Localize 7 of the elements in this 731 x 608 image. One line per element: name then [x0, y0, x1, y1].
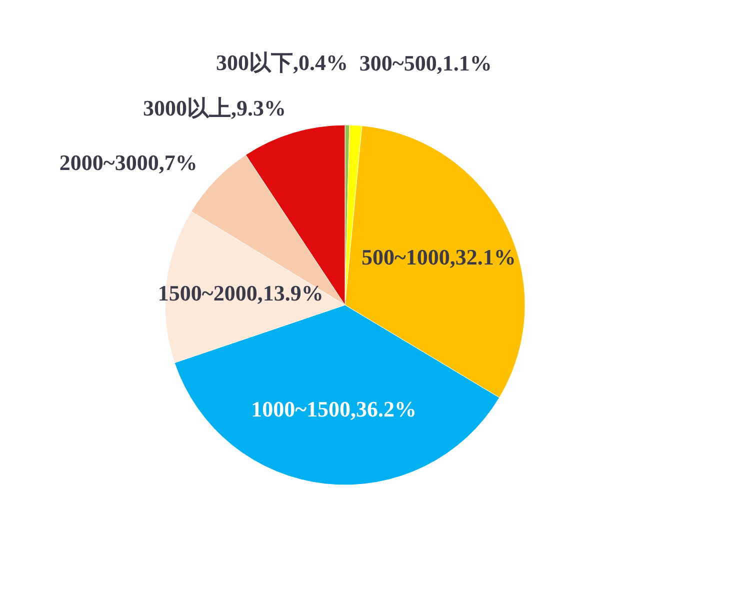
slice-label: 300以下,0.4% [216, 50, 348, 76]
slice-label: 1000~1500,36.2% [251, 396, 417, 422]
slice-label: 1500~2000,13.9% [158, 280, 324, 306]
slice-label: 2000~3000,7% [59, 150, 198, 175]
slice-label: 3000以上,9.3% [142, 96, 286, 121]
slice-label: 500~1000,32.1% [361, 244, 516, 270]
slice-label: 300~500,1.1% [359, 50, 492, 76]
